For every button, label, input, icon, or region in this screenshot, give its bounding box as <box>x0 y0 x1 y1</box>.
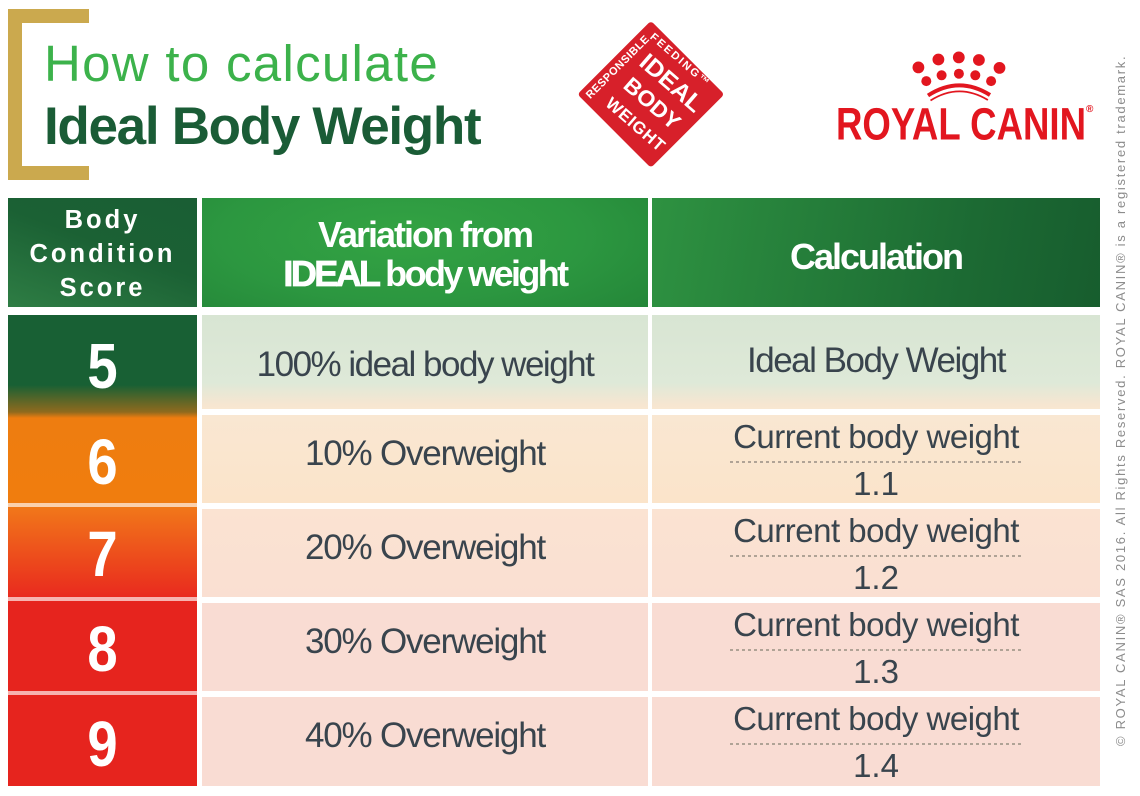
svg-text:®: ® <box>1086 104 1094 115</box>
svg-text:ROYAL CANIN: ROYAL CANIN <box>836 99 1086 150</box>
